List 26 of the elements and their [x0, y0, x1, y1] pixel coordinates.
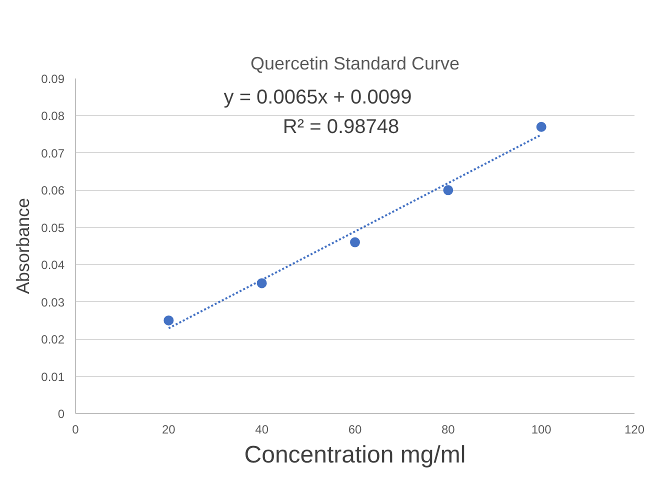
y-tick-label: 0.08: [41, 109, 65, 124]
x-tick-label: 60: [348, 422, 362, 436]
x-tick-label: 20: [162, 422, 176, 436]
point: [164, 315, 174, 326]
y-tick-label: 0.09: [41, 72, 65, 86]
point: [536, 122, 546, 132]
point: [350, 237, 360, 248]
point: [443, 185, 454, 196]
y-tick-label: 0.01: [41, 370, 65, 384]
annotation: y = 0.0065x + 0.0099: [224, 86, 412, 108]
y-tick-label: 0.03: [41, 295, 65, 310]
y-tick-label: 0.07: [41, 146, 65, 160]
y-tick-label: 0: [58, 407, 65, 421]
x-tick-label: 100: [531, 422, 552, 436]
x-axis-title: Concentration mg/ml: [244, 442, 466, 468]
x-tick-label: 80: [441, 422, 456, 436]
y-tick-label: 0.04: [41, 258, 65, 272]
x-tick-label: 0: [72, 422, 80, 436]
x-tick-label: 120: [624, 422, 645, 436]
x-tick-label: 40: [255, 422, 269, 436]
chart-title: Quercetin Standard Curve: [250, 54, 460, 74]
y-tick-label: 0.02: [41, 332, 65, 347]
y-tick-label: 0.05: [41, 220, 65, 235]
y-axis-title: Absorbance: [13, 198, 34, 294]
annotation: R² = 0.98748: [282, 116, 400, 138]
y-tick-label: 0.06: [41, 184, 65, 198]
